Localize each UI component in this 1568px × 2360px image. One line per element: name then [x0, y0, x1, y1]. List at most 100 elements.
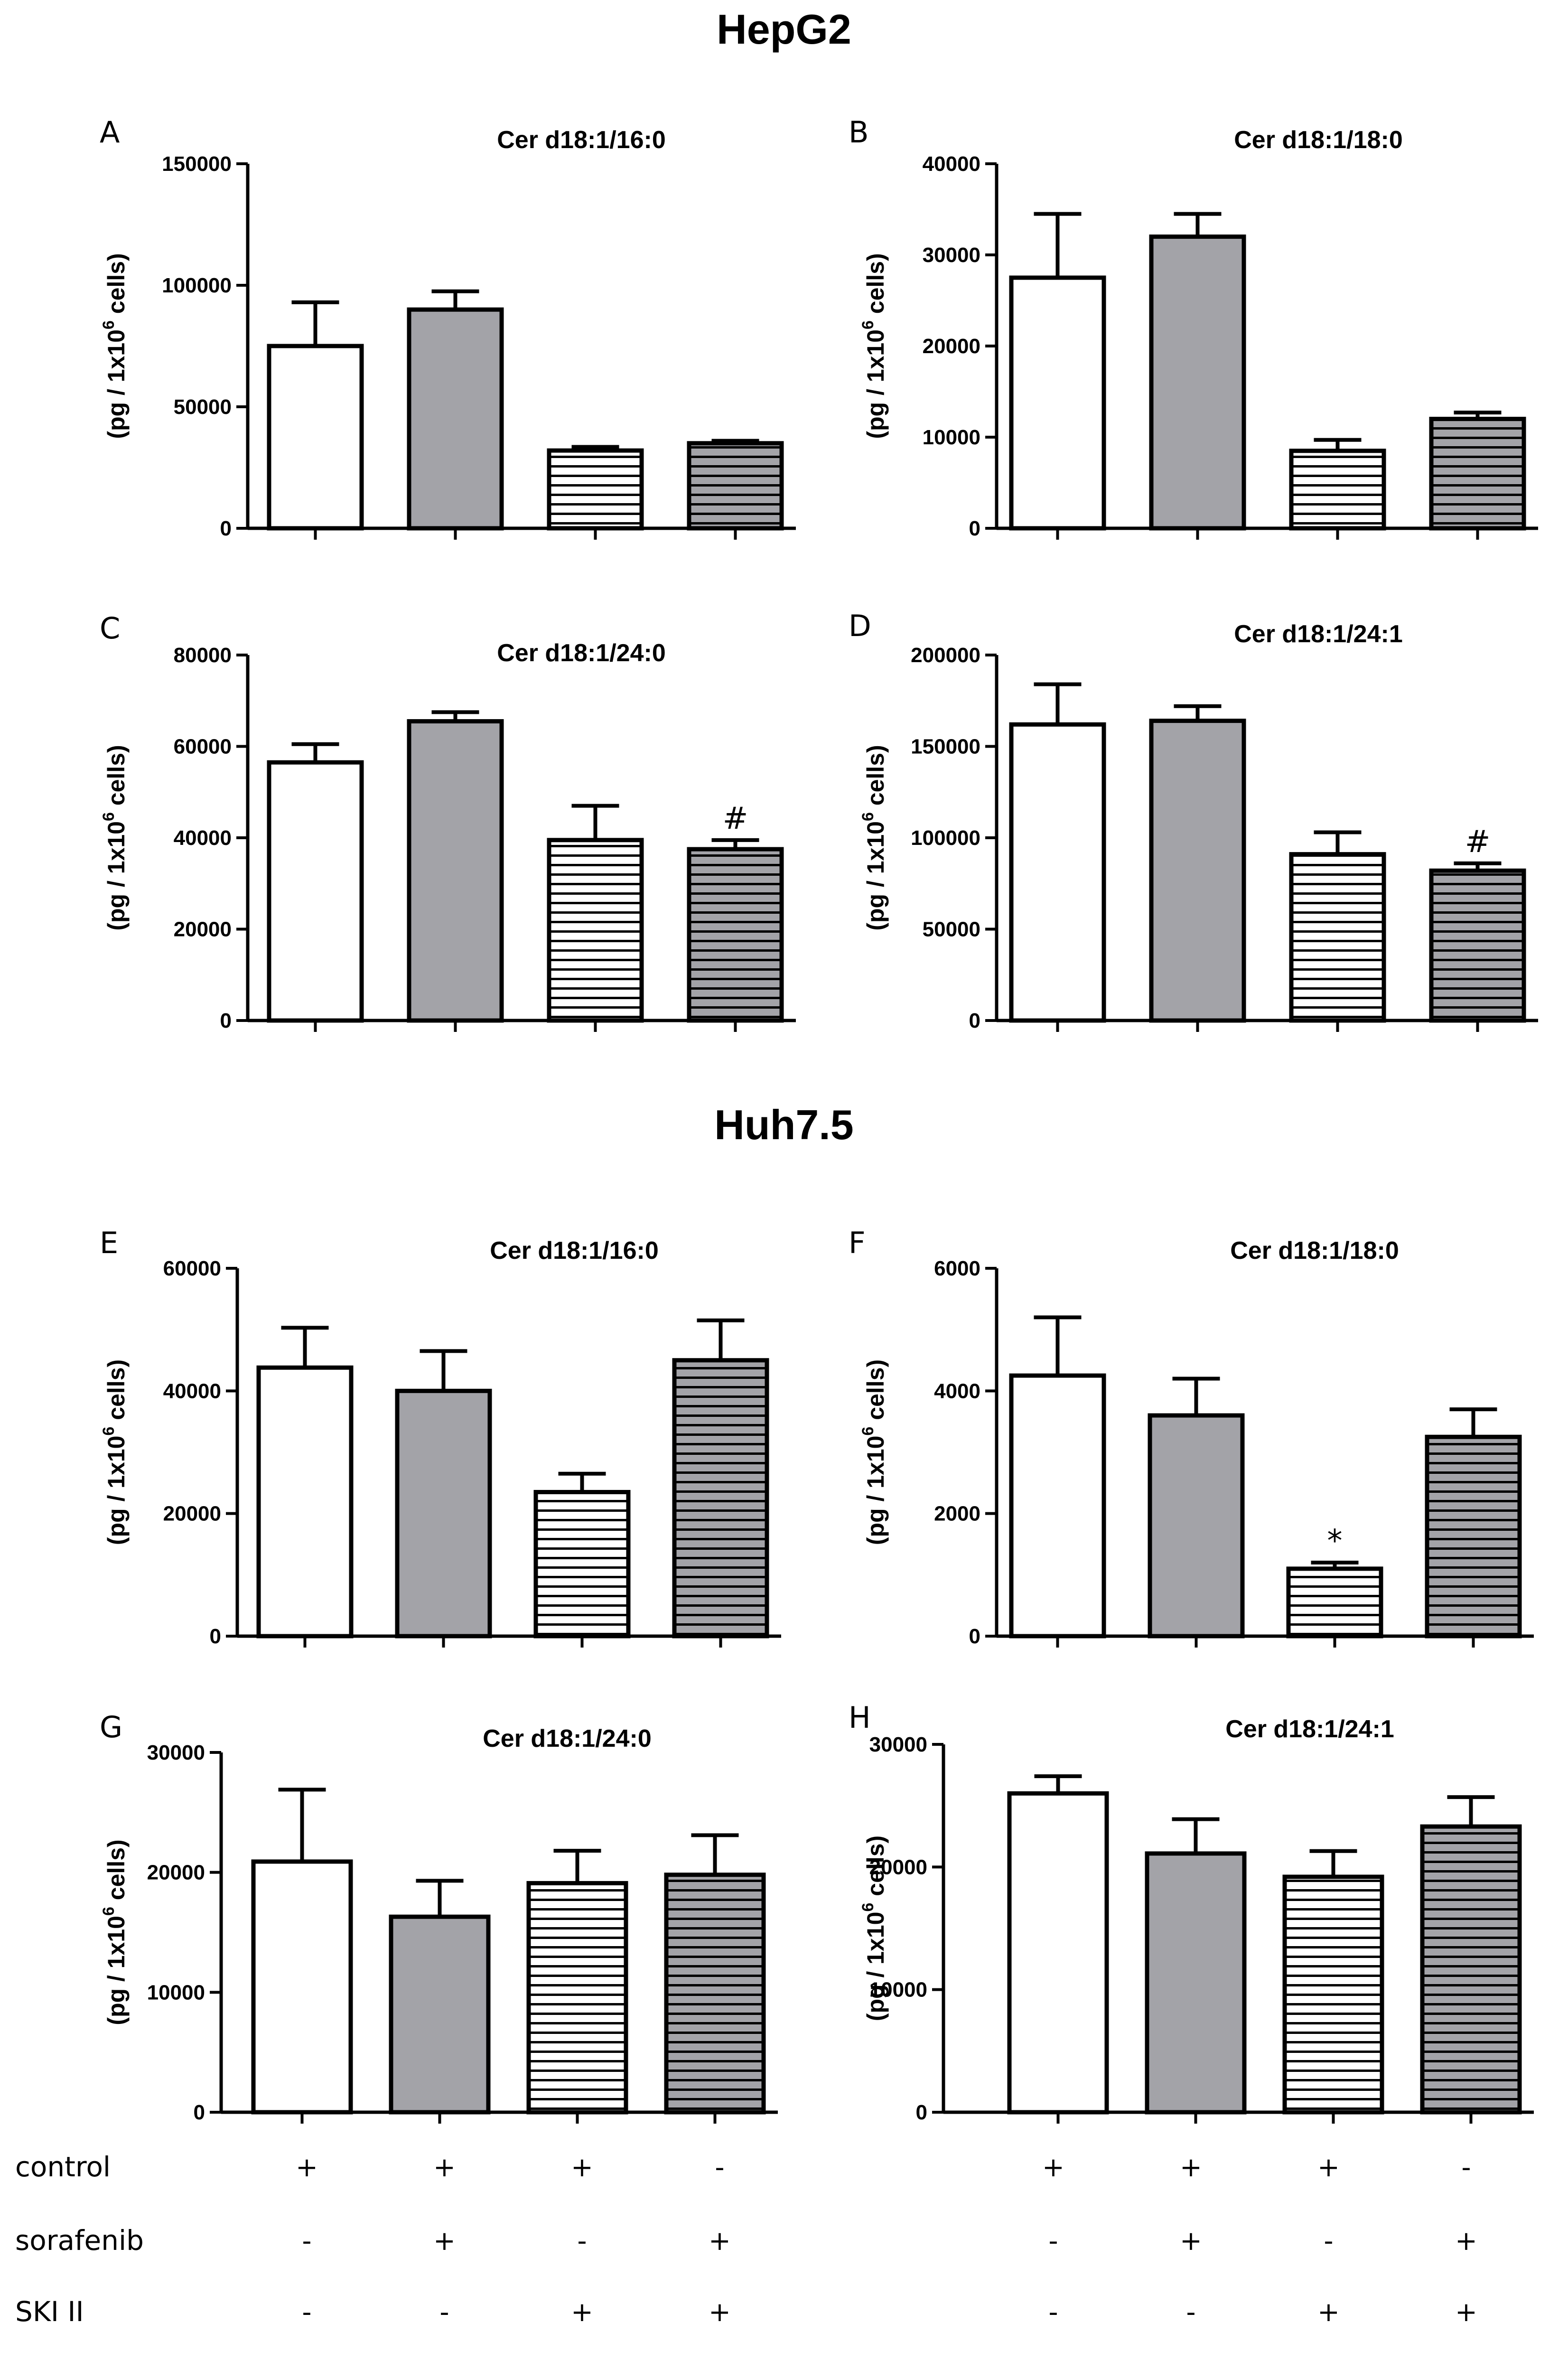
y-tick-label-b-2: 20000: [923, 335, 980, 358]
bar-b-1: [1009, 275, 1106, 531]
section-title-hepg2: HepG2: [717, 6, 851, 53]
chart-title-d: Cer d18:1/24:1: [1234, 620, 1403, 648]
bar-c-3: [547, 838, 644, 1023]
bar-d-1: [1009, 722, 1106, 1023]
chart-panel-d: D Cer d18:1/24:1 (pg / 1x106 cells) #0 50000…: [849, 609, 1538, 1032]
y-tick-label-a-0: 0: [220, 517, 232, 540]
bar-b-3: [1289, 449, 1386, 531]
bar-h-3: [1282, 1874, 1384, 2115]
bar-f-3: [1286, 1566, 1383, 1639]
chart-panel-e: E Cer d18:1/16:0 (pg / 1x106 cells) 0 20000 4…: [100, 1226, 781, 1648]
y-tick-label-c-1: 20000: [174, 918, 232, 941]
panel-letter-c: C: [100, 611, 120, 646]
bar-e-2: [395, 1388, 492, 1639]
condition-label-ski-ii: SKI II: [15, 2295, 84, 2328]
bar-e-4: [672, 1358, 769, 1639]
condition-sign-left-sorafenib-4: +: [709, 2226, 731, 2257]
significance-mark-f-3: *: [1327, 1524, 1343, 1559]
chart-panel-h: H Cer d18:1/24:1 (pg / 1x106 cells) 0 10000 2…: [849, 1700, 1534, 2124]
chart-title-e: Cer d18:1/16:0: [490, 1237, 659, 1264]
y-tick-label-a-1: 50000: [174, 395, 232, 419]
bar-g-2: [389, 1914, 491, 2115]
y-tick-label-e-3: 60000: [163, 1257, 221, 1280]
bar-a-1: [267, 344, 364, 531]
condition-sign-left-control-3: +: [571, 2152, 593, 2183]
y-tick-label-b-1: 10000: [923, 426, 980, 449]
y-tick-label-c-3: 60000: [174, 735, 232, 759]
y-tick-label-f-0: 0: [969, 1625, 980, 1648]
bar-f-2: [1148, 1413, 1245, 1639]
panel-letter-h: H: [849, 1700, 871, 1735]
y-tick-label-f-2: 4000: [934, 1379, 980, 1403]
y-tick-label-h-0: 0: [916, 2101, 927, 2124]
condition-label-control: control: [15, 2151, 111, 2183]
y-tick-label-e-1: 20000: [163, 1502, 221, 1526]
y-tick-label-b-0: 0: [969, 517, 980, 540]
bar-g-1: [251, 1859, 353, 2115]
chart-panel-b: B Cer d18:1/18:0 (pg / 1x106 cells) 0 10000 2…: [849, 115, 1538, 540]
y-axis-label-f: (pg / 1x106 cells): [859, 1359, 889, 1545]
y-tick-label-g-3: 30000: [147, 1741, 205, 1764]
chart-title-c: Cer d18:1/24:0: [497, 639, 666, 667]
y-tick-label-h-2: 20000: [869, 1855, 927, 1879]
bar-f-1: [1009, 1373, 1106, 1639]
condition-sign-right-sorafenib-1: -: [1048, 2226, 1058, 2257]
y-axis-label-g: (pg / 1x106 cells): [100, 1839, 130, 2025]
significance-mark-c-4: #: [723, 801, 748, 836]
condition-sign-right-sorafenib-3: -: [1324, 2226, 1333, 2257]
chart-title-f: Cer d18:1/18:0: [1230, 1237, 1399, 1264]
y-tick-label-h-1: 10000: [869, 1978, 927, 2002]
y-axis-label-b: (pg / 1x106 cells): [859, 253, 889, 439]
condition-sign-right-control-1: +: [1042, 2152, 1064, 2183]
y-tick-label-d-0: 0: [969, 1009, 980, 1032]
y-axis-label-d: (pg / 1x106 cells): [859, 745, 889, 930]
bar-d-3: [1289, 852, 1386, 1023]
bar-g-3: [526, 1881, 628, 2115]
y-tick-label-a-2: 100000: [162, 274, 232, 297]
condition-sign-right-ski-ii-3: +: [1317, 2297, 1340, 2328]
condition-sign-right-control-2: +: [1180, 2152, 1202, 2183]
condition-sign-left-sorafenib-3: -: [577, 2226, 587, 2257]
condition-sign-left-control-4: -: [715, 2152, 724, 2183]
chart-panel-g: G Cer d18:1/24:0 (pg / 1x106 cells) 0 10000 2…: [100, 1710, 778, 2124]
bar-f-4: [1425, 1434, 1522, 1639]
y-axis-label-c: (pg / 1x106 cells): [100, 745, 130, 930]
bar-g-4: [664, 1873, 766, 2115]
bar-d-4: [1429, 868, 1526, 1023]
y-tick-label-f-3: 6000: [934, 1257, 980, 1280]
y-tick-label-g-2: 20000: [147, 1861, 205, 1884]
panel-letter-a: A: [100, 115, 120, 150]
y-tick-label-h-3: 30000: [869, 1733, 927, 1756]
bar-e-1: [256, 1365, 354, 1639]
condition-sign-right-ski-ii-4: +: [1455, 2297, 1477, 2328]
y-tick-label-g-1: 10000: [147, 1981, 205, 2004]
condition-sign-right-control-3: +: [1317, 2152, 1340, 2183]
chart-title-g: Cer d18:1/24:0: [483, 1725, 652, 1752]
y-tick-label-e-0: 0: [210, 1625, 221, 1648]
condition-sign-left-ski-ii-2: -: [439, 2297, 449, 2328]
condition-sign-left-ski-ii-4: +: [709, 2297, 731, 2328]
condition-table: control sorafenib SKI II + + + + + + - - - - + + - - +…: [15, 2151, 1477, 2328]
condition-sign-right-sorafenib-2: +: [1180, 2226, 1202, 2257]
condition-sign-right-ski-ii-1: -: [1048, 2297, 1058, 2328]
bar-a-3: [547, 448, 644, 531]
bar-d-2: [1149, 719, 1246, 1023]
condition-sign-left-ski-ii-3: +: [571, 2297, 593, 2328]
y-tick-label-c-0: 0: [220, 1009, 232, 1032]
condition-sign-right-control-4: -: [1461, 2152, 1471, 2183]
panel-letter-g: G: [100, 1710, 122, 1744]
y-axis-label-h: (pg / 1x106 cells): [859, 1836, 889, 2021]
bar-c-2: [407, 719, 504, 1023]
chart-panels: A Cer d18:1/16:0 (pg / 1x106 cells) 0 50000 1…: [100, 115, 1538, 2124]
chart-title-h: Cer d18:1/24:1: [1225, 1715, 1394, 1743]
bar-c-4: [687, 847, 784, 1023]
condition-sign-right-ski-ii-2: -: [1186, 2297, 1195, 2328]
condition-sign-left-sorafenib-2: +: [433, 2226, 456, 2257]
section-title-huh75: Huh7.5: [714, 1101, 853, 1148]
panel-letter-b: B: [849, 115, 869, 150]
chart-panel-a: A Cer d18:1/16:0 (pg / 1x106 cells) 0 50000 1…: [100, 115, 796, 540]
bar-c-1: [267, 760, 364, 1023]
chart-title-a: Cer d18:1/16:0: [497, 126, 666, 154]
y-tick-label-b-3: 30000: [923, 243, 980, 267]
